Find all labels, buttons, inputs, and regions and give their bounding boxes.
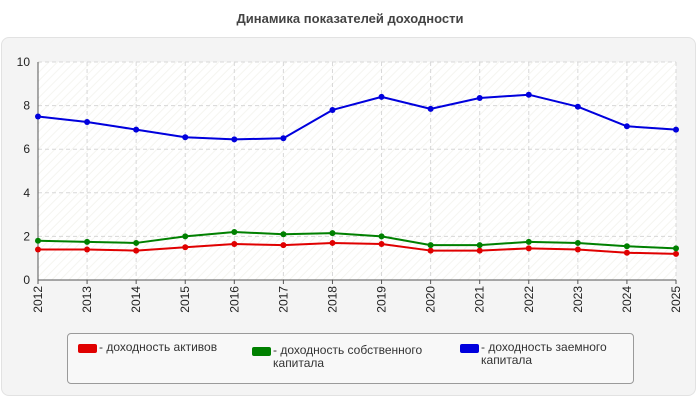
- series-point-0: [476, 247, 483, 254]
- legend-item-debt: - доходность заемного капитала: [460, 341, 630, 367]
- y-tick-label: 2: [23, 229, 30, 243]
- series-point-0: [231, 241, 238, 248]
- series-point-2: [84, 118, 91, 125]
- legend-item-equity: - доходность собственного капитала: [252, 344, 452, 370]
- legend-label-assets: - доходность активов: [99, 340, 218, 354]
- legend-label-equity: - доходность собственного капитала: [273, 343, 423, 370]
- series-points: [35, 91, 679, 257]
- x-tick-label: 2025: [669, 286, 683, 313]
- x-tick-labels: 2012 2013 2014 2015 2016 2017 2018 2019 2020 2021…: [31, 286, 683, 313]
- series-point-1: [182, 233, 189, 240]
- series-point-0: [574, 246, 581, 253]
- series-point-1: [84, 238, 91, 245]
- series-point-2: [427, 105, 434, 112]
- legend-swatch-debt: [460, 344, 479, 353]
- series-point-2: [525, 91, 532, 98]
- series-point-1: [35, 237, 41, 244]
- series-point-1: [673, 245, 679, 252]
- series-point-2: [182, 134, 189, 141]
- series-point-0: [525, 245, 532, 252]
- series-point-1: [280, 231, 287, 238]
- series-point-2: [574, 103, 581, 110]
- chart-title: Динамика показателей доходности: [236, 11, 464, 26]
- series-line-2: [37, 93, 677, 141]
- x-tick-label: 2012: [31, 286, 45, 313]
- x-tick-label: 2016: [227, 286, 241, 313]
- x-tick-label: 2024: [620, 286, 634, 313]
- plot-area-hatch: [38, 62, 676, 280]
- x-tick-label: 2023: [571, 286, 585, 313]
- series-point-0: [182, 244, 189, 251]
- grid-lines: [38, 61, 677, 280]
- x-tick-label: 2014: [129, 286, 143, 313]
- series-point-0: [623, 249, 630, 256]
- x-tick-label: 2017: [276, 286, 290, 313]
- series-point-1: [525, 238, 532, 245]
- series-point-0: [280, 242, 287, 249]
- series-point-0: [133, 247, 140, 254]
- x-tick-label: 2021: [473, 286, 487, 313]
- series-point-2: [673, 126, 679, 133]
- series-point-1: [623, 243, 630, 250]
- series-point-1: [329, 230, 336, 237]
- series-point-1: [574, 239, 581, 246]
- legend-swatch-assets: [78, 344, 97, 353]
- series-point-1: [378, 233, 385, 240]
- legend-label-debt: - доходность заемного капитала: [481, 340, 607, 367]
- series-point-2: [623, 123, 630, 130]
- series-point-0: [329, 239, 336, 246]
- x-tick-label: 2015: [178, 286, 192, 313]
- series-point-2: [329, 106, 336, 113]
- y-tick-label: 8: [23, 99, 30, 113]
- series-point-1: [476, 242, 483, 249]
- x-tick-label: 2019: [375, 286, 389, 313]
- series-point-1: [427, 242, 434, 249]
- y-tick-label: 10: [17, 55, 31, 69]
- legend: - доходность активов - доходность собств…: [67, 333, 634, 384]
- legend-swatch-equity: [252, 347, 271, 356]
- series-point-2: [231, 136, 238, 143]
- x-tick-label: 2013: [80, 286, 94, 313]
- series-point-0: [427, 247, 434, 254]
- series-point-1: [133, 239, 140, 246]
- series-point-0: [673, 250, 679, 257]
- series-point-2: [35, 113, 41, 120]
- series-point-2: [133, 126, 140, 133]
- series-point-0: [378, 241, 385, 248]
- series-line-1: [37, 231, 677, 250]
- y-tick-labels: 0 2 4 6 8 10: [17, 55, 31, 287]
- series-point-0: [35, 246, 41, 253]
- x-tick-label: 2018: [325, 286, 339, 313]
- x-tick-label: 2020: [424, 286, 438, 313]
- series-lines: [37, 93, 677, 255]
- x-tick-label: 2022: [522, 286, 536, 313]
- legend-item-assets: - доходность активов: [78, 341, 248, 354]
- y-tick-label: 6: [23, 142, 30, 156]
- series-point-0: [84, 246, 91, 253]
- y-tick-label: 4: [23, 186, 30, 200]
- series-point-2: [476, 94, 483, 101]
- series-point-2: [280, 135, 287, 142]
- series-line-0: [38, 241, 677, 255]
- y-tick-label: 0: [23, 273, 30, 287]
- series-point-1: [231, 229, 238, 236]
- series-point-2: [378, 93, 385, 100]
